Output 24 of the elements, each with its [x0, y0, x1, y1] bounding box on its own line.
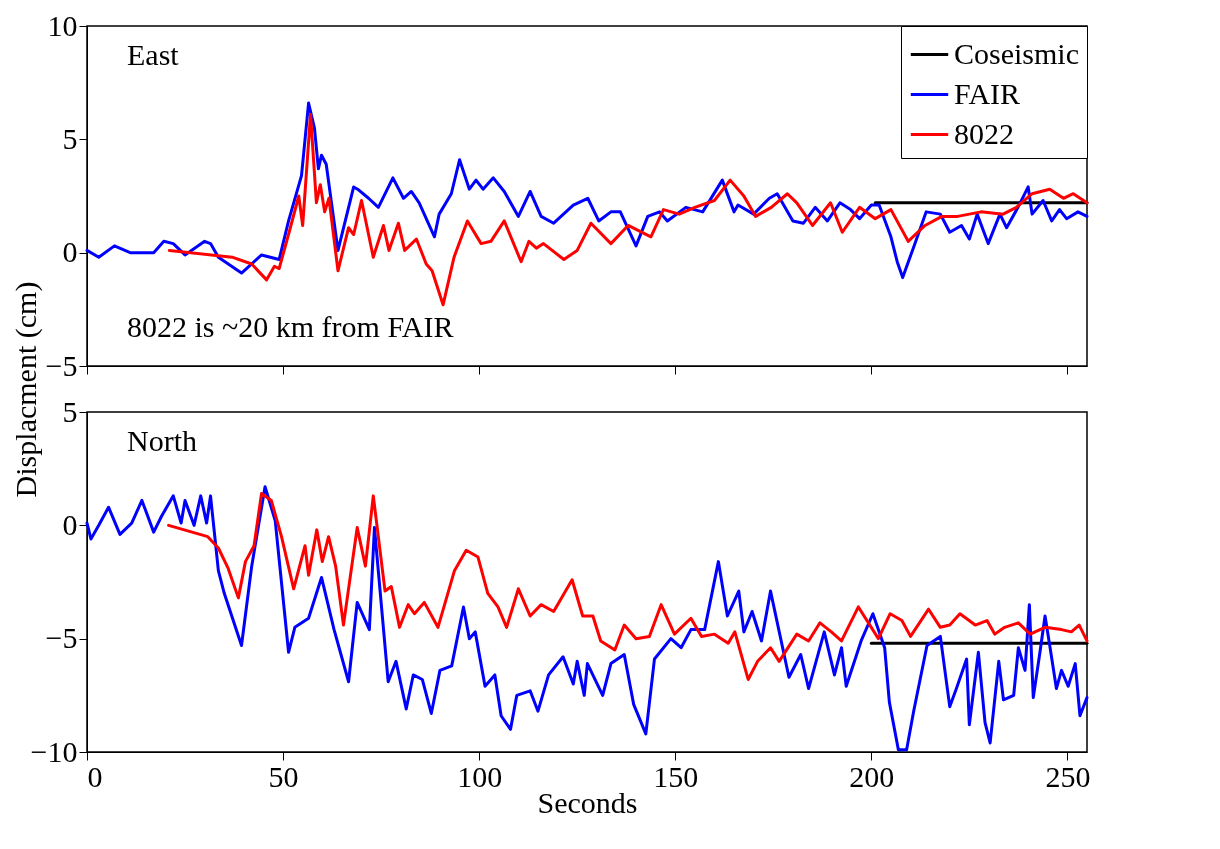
y-tick-label: −5: [45, 621, 78, 655]
line-series: [167, 112, 1089, 307]
x-tick-label: 250: [1045, 759, 1091, 793]
y-tick-label: 10: [47, 8, 78, 42]
annotation: 8022 is ~20 km from FAIR: [127, 310, 454, 343]
line-series: [167, 492, 1089, 681]
y-tick-label: 0: [62, 507, 78, 541]
y-tick-label: −10: [30, 734, 78, 768]
x-axis-title: Seconds: [537, 785, 638, 819]
y-axis-title: Displacment (cm): [8, 281, 43, 498]
x-tick-label: 150: [653, 759, 699, 793]
x-tick-label: 200: [849, 759, 895, 793]
legend-label: 8022: [954, 116, 1014, 150]
legend-label: Coseismic: [954, 36, 1079, 70]
x-tick-label: 100: [457, 759, 503, 793]
x-tick-label: 0: [87, 759, 103, 793]
y-tick-label: 5: [62, 121, 78, 155]
y-tick-label: −5: [45, 348, 78, 382]
annotation: East: [127, 38, 180, 71]
annotation: North: [127, 424, 197, 457]
y-tick-label: 0: [62, 235, 78, 269]
x-tick-label: 50: [268, 759, 299, 793]
y-tick-label: 5: [62, 394, 78, 428]
legend-label: FAIR: [954, 76, 1021, 110]
